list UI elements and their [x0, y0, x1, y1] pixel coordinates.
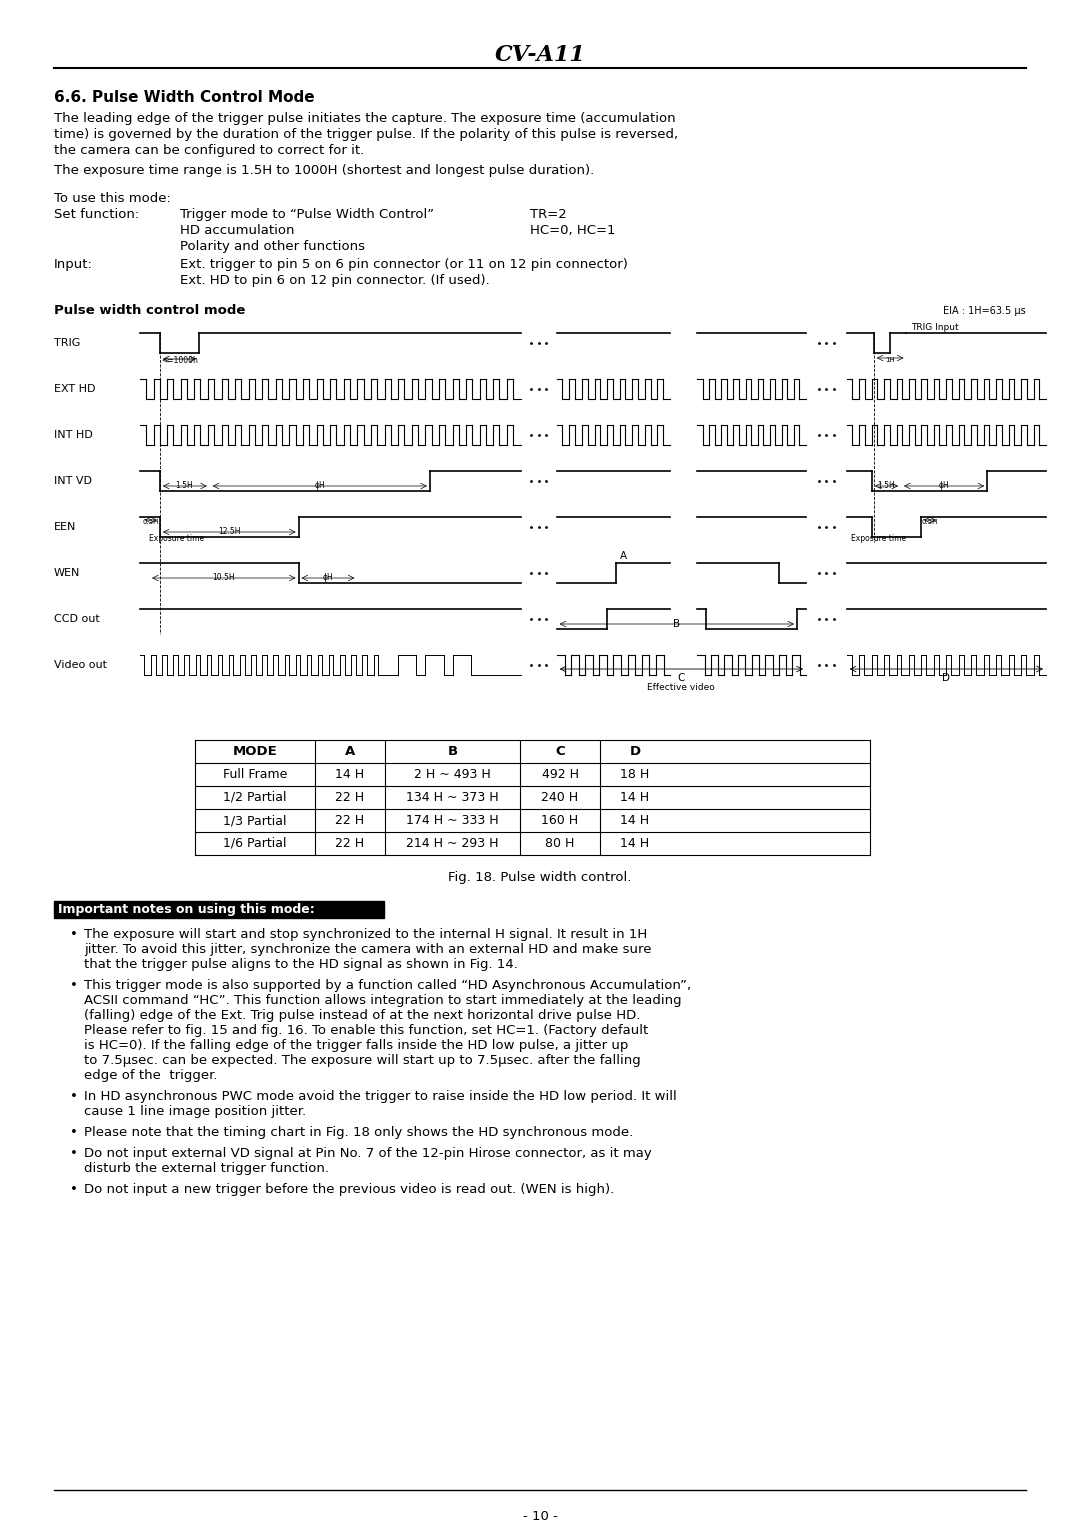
Text: disturb the external trigger function.: disturb the external trigger function.: [84, 1161, 329, 1175]
Text: 492 H: 492 H: [541, 769, 579, 781]
Text: EIA : 1H=63.5 μs: EIA : 1H=63.5 μs: [943, 306, 1026, 316]
Text: 18 H: 18 H: [620, 769, 650, 781]
Text: 14 H: 14 H: [620, 792, 649, 804]
Text: Exposure time: Exposure time: [851, 533, 906, 542]
Text: ϕH: ϕH: [939, 481, 949, 490]
Text: the camera can be configured to correct for it.: the camera can be configured to correct …: [54, 144, 364, 157]
Text: <=1000h: <=1000h: [161, 356, 198, 365]
Text: 0.5H: 0.5H: [143, 520, 159, 526]
Text: 1/3 Partial: 1/3 Partial: [224, 814, 287, 827]
Text: To use this mode:: To use this mode:: [54, 193, 171, 205]
Text: 10.5H: 10.5H: [212, 573, 234, 582]
Text: ACSII command “HC”. This function allows integration to start immediately at the: ACSII command “HC”. This function allows…: [84, 995, 681, 1007]
Text: 14 H: 14 H: [620, 837, 649, 850]
Text: Do not input external VD signal at Pin No. 7 of the 12-pin Hirose connector, as : Do not input external VD signal at Pin N…: [84, 1148, 651, 1160]
Text: 80 H: 80 H: [545, 837, 575, 850]
Text: MODE: MODE: [232, 746, 278, 758]
Text: INT VD: INT VD: [54, 477, 92, 486]
Text: •: •: [70, 979, 78, 992]
Text: Full Frame: Full Frame: [222, 769, 287, 781]
Text: time) is governed by the duration of the trigger pulse. If the polarity of this : time) is governed by the duration of the…: [54, 128, 678, 141]
Text: TRIG: TRIG: [54, 338, 80, 348]
Text: 1/2 Partial: 1/2 Partial: [224, 792, 287, 804]
Text: jitter. To avoid this jitter, synchronize the camera with an external HD and mak: jitter. To avoid this jitter, synchroniz…: [84, 943, 651, 957]
Text: The exposure time range is 1.5H to 1000H (shortest and longest pulse duration).: The exposure time range is 1.5H to 1000H…: [54, 163, 594, 177]
Text: D: D: [943, 672, 950, 683]
Text: •: •: [70, 1183, 78, 1196]
Text: Ext. HD to pin 6 on 12 pin connector. (If used).: Ext. HD to pin 6 on 12 pin connector. (I…: [180, 274, 489, 287]
Text: 22 H: 22 H: [336, 837, 365, 850]
Text: TR=2: TR=2: [530, 208, 567, 222]
Text: 174 H ~ 333 H: 174 H ~ 333 H: [406, 814, 499, 827]
Text: ϕH: ϕH: [323, 573, 334, 582]
Text: 6.6. Pulse Width Control Mode: 6.6. Pulse Width Control Mode: [54, 90, 314, 105]
Text: 1/6 Partial: 1/6 Partial: [224, 837, 287, 850]
Text: Ext. trigger to pin 5 on 6 pin connector (or 11 on 12 pin connector): Ext. trigger to pin 5 on 6 pin connector…: [180, 258, 627, 270]
Text: 14 H: 14 H: [336, 769, 365, 781]
Text: •: •: [70, 1089, 78, 1103]
Text: Set function:: Set function:: [54, 208, 139, 222]
Text: A: A: [620, 552, 627, 561]
Text: A: A: [345, 746, 355, 758]
Text: C: C: [555, 746, 565, 758]
Text: 14 H: 14 H: [620, 814, 649, 827]
Text: Fig. 18. Pulse width control.: Fig. 18. Pulse width control.: [448, 871, 632, 885]
Text: ϕH: ϕH: [314, 481, 325, 490]
Text: Exposure time: Exposure time: [149, 533, 204, 542]
Text: 1.5H: 1.5H: [878, 481, 895, 490]
Text: This trigger mode is also supported by a function called “HD Asynchronous Accumu: This trigger mode is also supported by a…: [84, 979, 691, 992]
Text: INT HD: INT HD: [54, 429, 93, 440]
Text: EEN: EEN: [54, 523, 77, 532]
Text: Please refer to fig. 15 and fig. 16. To enable this function, set HC=1. (Factory: Please refer to fig. 15 and fig. 16. To …: [84, 1024, 648, 1038]
Text: Please note that the timing chart in Fig. 18 only shows the HD synchronous mode.: Please note that the timing chart in Fig…: [84, 1126, 633, 1138]
Text: (falling) edge of the Ext. Trig pulse instead of at the next horizontal drive pu: (falling) edge of the Ext. Trig pulse in…: [84, 1008, 640, 1022]
Text: Input:: Input:: [54, 258, 93, 270]
Text: 22 H: 22 H: [336, 792, 365, 804]
Text: edge of the  trigger.: edge of the trigger.: [84, 1070, 217, 1082]
Text: •: •: [70, 927, 78, 941]
Text: Polarity and other functions: Polarity and other functions: [180, 240, 365, 254]
Text: that the trigger pulse aligns to the HD signal as shown in Fig. 14.: that the trigger pulse aligns to the HD …: [84, 958, 518, 970]
Text: Effective video: Effective video: [648, 683, 715, 692]
Text: The exposure will start and stop synchronized to the internal H signal. It resul: The exposure will start and stop synchro…: [84, 927, 647, 941]
Text: 2 H ~ 493 H: 2 H ~ 493 H: [414, 769, 491, 781]
Text: - 10 -: - 10 -: [523, 1510, 557, 1523]
Text: 1.5H: 1.5H: [176, 481, 193, 490]
Text: Trigger mode to “Pulse Width Control”: Trigger mode to “Pulse Width Control”: [180, 208, 434, 222]
Text: 1H: 1H: [886, 358, 895, 364]
Text: TRIG Input: TRIG Input: [912, 322, 959, 332]
Text: 160 H: 160 H: [541, 814, 579, 827]
Text: Pulse width control mode: Pulse width control mode: [54, 304, 245, 316]
Text: 214 H ~ 293 H: 214 H ~ 293 H: [406, 837, 499, 850]
Text: CV-A11: CV-A11: [495, 44, 585, 66]
Text: to 7.5μsec. can be expected. The exposure will start up to 7.5μsec. after the fa: to 7.5μsec. can be expected. The exposur…: [84, 1054, 640, 1067]
Text: •: •: [70, 1148, 78, 1160]
Text: B: B: [673, 619, 680, 630]
Text: 134 H ~ 373 H: 134 H ~ 373 H: [406, 792, 499, 804]
Text: 12.5H: 12.5H: [218, 527, 241, 536]
Text: CCD out: CCD out: [54, 614, 99, 623]
Text: C: C: [677, 672, 685, 683]
Text: is HC=0). If the falling edge of the trigger falls inside the HD low pulse, a ji: is HC=0). If the falling edge of the tri…: [84, 1039, 629, 1051]
Text: D: D: [630, 746, 640, 758]
Text: 22 H: 22 H: [336, 814, 365, 827]
Text: In HD asynchronous PWC mode avoid the trigger to raise inside the HD low period.: In HD asynchronous PWC mode avoid the tr…: [84, 1089, 677, 1103]
Text: HC=0, HC=1: HC=0, HC=1: [530, 225, 616, 237]
Text: Do not input a new trigger before the previous video is read out. (WEN is high).: Do not input a new trigger before the pr…: [84, 1183, 615, 1196]
Text: 240 H: 240 H: [541, 792, 579, 804]
Bar: [54, 902, 384, 918]
Text: HD accumulation: HD accumulation: [180, 225, 295, 237]
Text: B: B: [447, 746, 458, 758]
Text: WEN: WEN: [54, 568, 80, 578]
Text: cause 1 line image position jitter.: cause 1 line image position jitter.: [84, 1105, 306, 1118]
Text: EXT HD: EXT HD: [54, 384, 95, 394]
Text: Video out: Video out: [54, 660, 107, 669]
Text: The leading edge of the trigger pulse initiates the capture. The exposure time (: The leading edge of the trigger pulse in…: [54, 112, 676, 125]
Text: 0.5H: 0.5H: [922, 520, 939, 526]
Text: Important notes on using this mode:: Important notes on using this mode:: [58, 903, 314, 915]
Text: •: •: [70, 1126, 78, 1138]
